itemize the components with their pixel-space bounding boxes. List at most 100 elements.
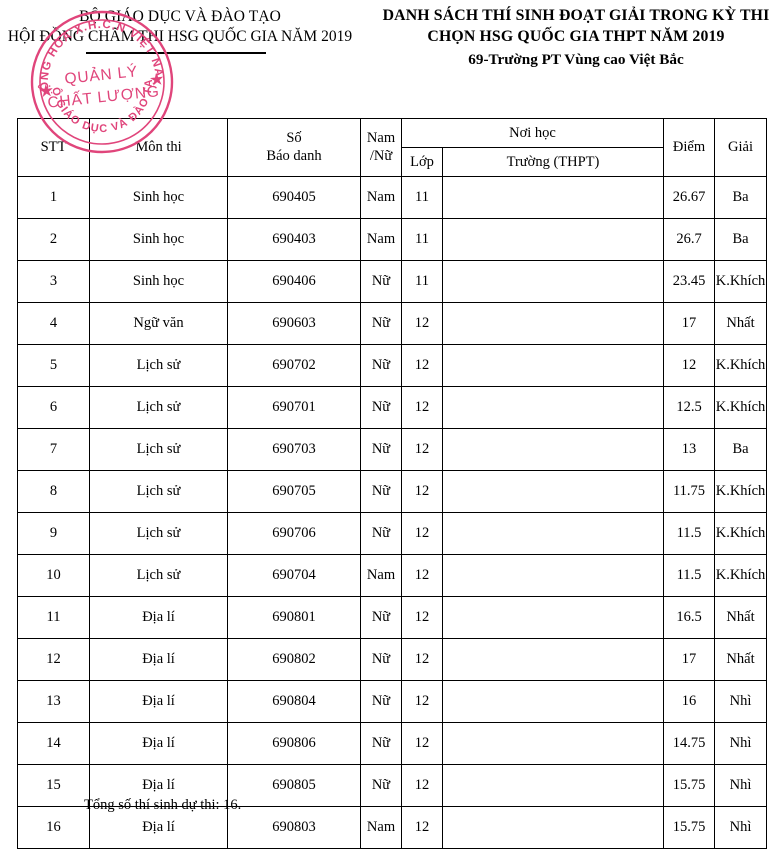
cell-class: 12 [401, 344, 443, 387]
cell-school [441, 386, 665, 429]
document-header: BỘ GIÁO DỤC VÀ ĐÀO TẠO HỘI ĐỒNG CHẤM THI… [0, 0, 784, 154]
column-header-gender: Nam /Nữ [360, 118, 402, 177]
page-title-line-1: DANH SÁCH THÍ SINH ĐOẠT GIẢI TRONG KỲ TH… [382, 7, 770, 24]
cell-stt: 4 [17, 302, 90, 345]
cell-school [441, 176, 665, 219]
cell-gender: Nữ [360, 680, 402, 723]
cell-subject: Địa lí [89, 596, 228, 639]
table-row: 8 Lịch sử 690705 Nữ 12 11.75 K.Khích [17, 470, 768, 513]
cell-award: Nhì [714, 806, 768, 849]
cell-subject: Địa lí [89, 764, 228, 807]
column-header-registration-number-line-1: Số [286, 130, 302, 147]
cell-award: Ba [714, 176, 768, 219]
cell-stt: 7 [17, 428, 90, 471]
table-row: 10 Lịch sử 690704 Nam 12 11.5 K.Khích [17, 554, 768, 597]
column-header-score: Điểm [663, 118, 716, 177]
cell-gender: Nữ [360, 344, 402, 387]
cell-class: 12 [401, 722, 443, 765]
cell-gender: Nam [360, 554, 402, 597]
cell-class: 12 [401, 764, 443, 807]
column-header-award: Giải [714, 118, 768, 177]
cell-score: 15.75 [663, 764, 716, 807]
column-header-registration-number-line-2: Báo danh [266, 147, 322, 164]
cell-subject: Sinh học [89, 176, 228, 219]
cell-gender: Nữ [360, 764, 402, 807]
cell-award: K.Khích [714, 386, 768, 429]
cell-award: K.Khích [714, 344, 768, 387]
cell-registration-number: 690406 [227, 260, 361, 303]
header-divider-rule [86, 52, 266, 54]
cell-subject: Địa lí [89, 722, 228, 765]
school-name: 69-Trường PT Vùng cao Việt Bắc [468, 50, 684, 68]
cell-registration-number: 690806 [227, 722, 361, 765]
cell-score: 13 [663, 428, 716, 471]
cell-registration-number: 690403 [227, 218, 361, 261]
cell-stt: 10 [17, 554, 90, 597]
council-name: HỘI ĐỒNG CHẤM THI HSG QUỐC GIA NĂM 2019 [7, 28, 353, 45]
cell-class: 12 [401, 638, 443, 681]
cell-school [441, 806, 665, 849]
column-header-class: Lớp [401, 147, 443, 177]
cell-score: 26.67 [663, 176, 716, 219]
cell-score: 12.5 [663, 386, 716, 429]
cell-score: 16.5 [663, 596, 716, 639]
cell-registration-number: 690706 [227, 512, 361, 555]
cell-score: 26.7 [663, 218, 716, 261]
cell-score: 17 [663, 302, 716, 345]
cell-award: K.Khích [714, 260, 768, 303]
seal-center-line-1: QUẢN LÝ [64, 63, 139, 88]
table-row: 15 Địa lí 690805 Nữ 12 15.75 Nhì [17, 764, 768, 807]
page-title-line-2: CHỌN HSG QUỐC GIA THPT NĂM 2019 [427, 27, 725, 45]
cell-registration-number: 690801 [227, 596, 361, 639]
cell-school [441, 512, 665, 555]
seal-star-left-icon: ★ [39, 82, 55, 100]
cell-registration-number: 690704 [227, 554, 361, 597]
cell-gender: Nữ [360, 260, 402, 303]
cell-class: 11 [401, 176, 443, 219]
cell-score: 11.75 [663, 470, 716, 513]
cell-award: K.Khích [714, 512, 768, 555]
cell-stt: 12 [17, 638, 90, 681]
column-header-gender-line-2: /Nữ [369, 147, 393, 164]
seal-center-line-2: CHẤT LƯỢNG [47, 83, 161, 112]
cell-score: 12 [663, 344, 716, 387]
cell-school [441, 470, 665, 513]
cell-stt: 2 [17, 218, 90, 261]
cell-award: Nhì [714, 764, 768, 807]
issuing-authority-block: BỘ GIÁO DỤC VÀ ĐÀO TẠO HỘI ĐỒNG CHẤM THI… [0, 8, 360, 46]
cell-award: K.Khích [714, 470, 768, 513]
cell-class: 11 [401, 260, 443, 303]
cell-school [441, 302, 665, 345]
cell-subject: Ngữ văn [89, 302, 228, 345]
cell-class: 12 [401, 806, 443, 849]
award-list-table: STT Môn thi Số Báo danh Nam /Nữ Nơi học … [17, 118, 768, 849]
cell-class: 12 [401, 428, 443, 471]
cell-gender: Nữ [360, 512, 402, 555]
cell-award: Ba [714, 428, 768, 471]
cell-subject: Địa lí [89, 680, 228, 723]
cell-gender: Nam [360, 806, 402, 849]
cell-award: K.Khích [714, 554, 768, 597]
cell-class: 11 [401, 218, 443, 261]
table-row: 5 Lịch sử 690702 Nữ 12 12 K.Khích [17, 344, 768, 387]
cell-gender: Nam [360, 218, 402, 261]
cell-registration-number: 690703 [227, 428, 361, 471]
cell-score: 11.5 [663, 512, 716, 555]
ministry-name: BỘ GIÁO DỤC VÀ ĐÀO TẠO [79, 8, 281, 25]
document-title-block: DANH SÁCH THÍ SINH ĐOẠT GIẢI TRONG KỲ TH… [368, 6, 784, 71]
cell-subject: Lịch sử [89, 554, 228, 597]
cell-award: Nhất [714, 302, 768, 345]
cell-gender: Nữ [360, 470, 402, 513]
cell-gender: Nữ [360, 638, 402, 681]
cell-score: 17 [663, 638, 716, 681]
table-row: 9 Lịch sử 690706 Nữ 12 11.5 K.Khích [17, 512, 768, 555]
cell-stt: 8 [17, 470, 90, 513]
table-row: 11 Địa lí 690801 Nữ 12 16.5 Nhất [17, 596, 768, 639]
cell-award: Nhất [714, 596, 768, 639]
cell-class: 12 [401, 386, 443, 429]
cell-score: 11.5 [663, 554, 716, 597]
cell-registration-number: 690702 [227, 344, 361, 387]
cell-gender: Nữ [360, 386, 402, 429]
column-header-registration-number: Số Báo danh [227, 118, 361, 177]
cell-class: 12 [401, 596, 443, 639]
